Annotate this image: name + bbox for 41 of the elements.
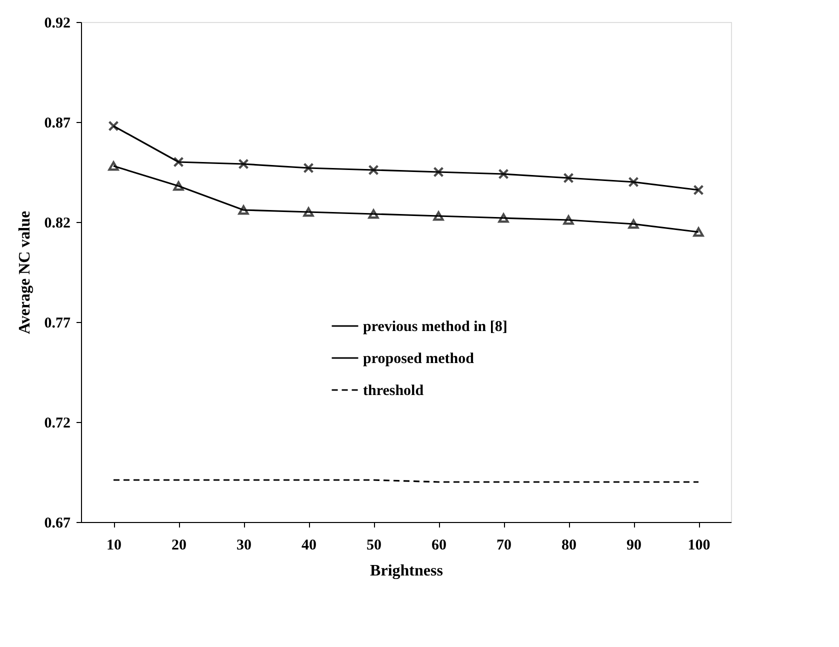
- point: [433, 166, 444, 178]
- point: [368, 209, 379, 219]
- point: [173, 181, 184, 191]
- y-tick-label: 0.92: [44, 16, 70, 32]
- y-axis-title: Average NC value: [16, 210, 34, 334]
- point: [498, 168, 509, 180]
- point: [693, 184, 704, 196]
- point: [303, 162, 314, 174]
- x-tick-label: 30: [236, 538, 252, 554]
- point: [303, 207, 314, 217]
- point: [563, 215, 574, 225]
- x-tick-label: 40: [302, 538, 316, 554]
- x-tick-label: 100: [688, 538, 710, 554]
- legend-label: threshold: [363, 383, 424, 399]
- y-tick-label: 0.72: [44, 416, 70, 432]
- x-tick-label: 80: [562, 538, 576, 554]
- y-tick-label: 0.87: [44, 116, 71, 132]
- x-tick-label: 90: [626, 538, 642, 554]
- y-tick-label: 0.82: [44, 216, 70, 232]
- y-tick-label: 0.67: [44, 516, 71, 532]
- point: [433, 211, 444, 221]
- point: [108, 120, 119, 132]
- point: [108, 161, 119, 171]
- legend-label: previous method in [8]: [363, 319, 508, 335]
- point: [693, 227, 704, 237]
- legend-label: proposed method: [363, 351, 475, 367]
- point: [498, 213, 509, 223]
- point: [563, 172, 574, 184]
- x-axis-title: Brightness: [370, 562, 443, 580]
- x-tick-label: 10: [106, 538, 122, 554]
- point: [173, 156, 184, 168]
- point: [238, 205, 249, 215]
- point: [628, 219, 639, 229]
- x-tick-label: 60: [432, 538, 446, 554]
- y-tick-label: 0.77: [44, 316, 71, 332]
- x-tick-label: 50: [366, 538, 382, 554]
- point: [238, 158, 249, 170]
- point: [368, 164, 379, 176]
- point: [628, 176, 639, 188]
- x-tick-label: 70: [496, 538, 512, 554]
- x-tick-label: 20: [172, 538, 186, 554]
